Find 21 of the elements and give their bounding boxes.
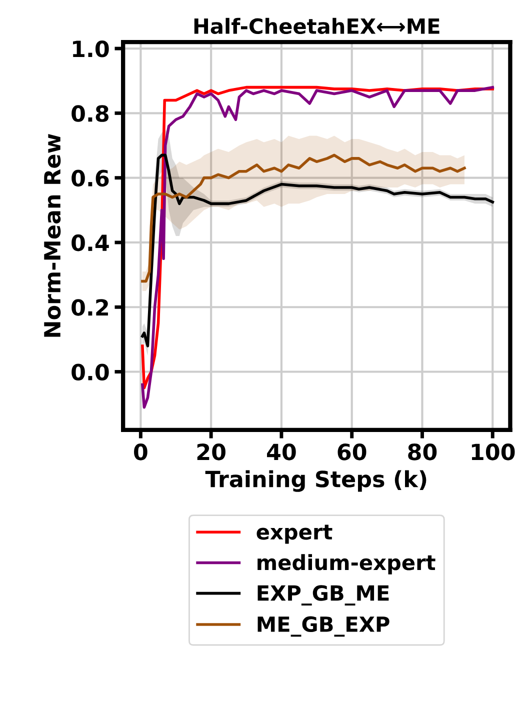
- line-series: [141, 154, 494, 348]
- x-tick-label: 80: [408, 444, 437, 460]
- x-tick-label: 100: [472, 444, 515, 460]
- line-series: [141, 154, 466, 283]
- y-axis-title: Norm-Mean Rew: [44, 134, 61, 337]
- x-axis-title: Training Steps (k): [205, 470, 426, 492]
- y-tick-label: 0.8: [72, 105, 109, 122]
- legend-label: ME_GB_EXP: [258, 616, 390, 637]
- chart-title: Half-CheetahEX⟷ME: [194, 18, 440, 34]
- x-tick-label: 20: [197, 444, 226, 460]
- x-tick-label: 0: [134, 444, 148, 460]
- y-tick-label: 0.2: [72, 299, 108, 316]
- y-tick-label: 0.0: [72, 364, 109, 381]
- legend-label: expert: [256, 524, 332, 544]
- legend-label: medium-expert: [258, 554, 436, 574]
- x-tick-label: 60: [338, 444, 366, 460]
- legend-label: EXP_GB_ME: [258, 585, 389, 606]
- y-tick-label: 0.6: [72, 170, 109, 187]
- y-tick-label: 0.4: [72, 234, 109, 252]
- x-tick-label: 40: [266, 444, 296, 460]
- y-tick-label: 1.0: [73, 40, 109, 58]
